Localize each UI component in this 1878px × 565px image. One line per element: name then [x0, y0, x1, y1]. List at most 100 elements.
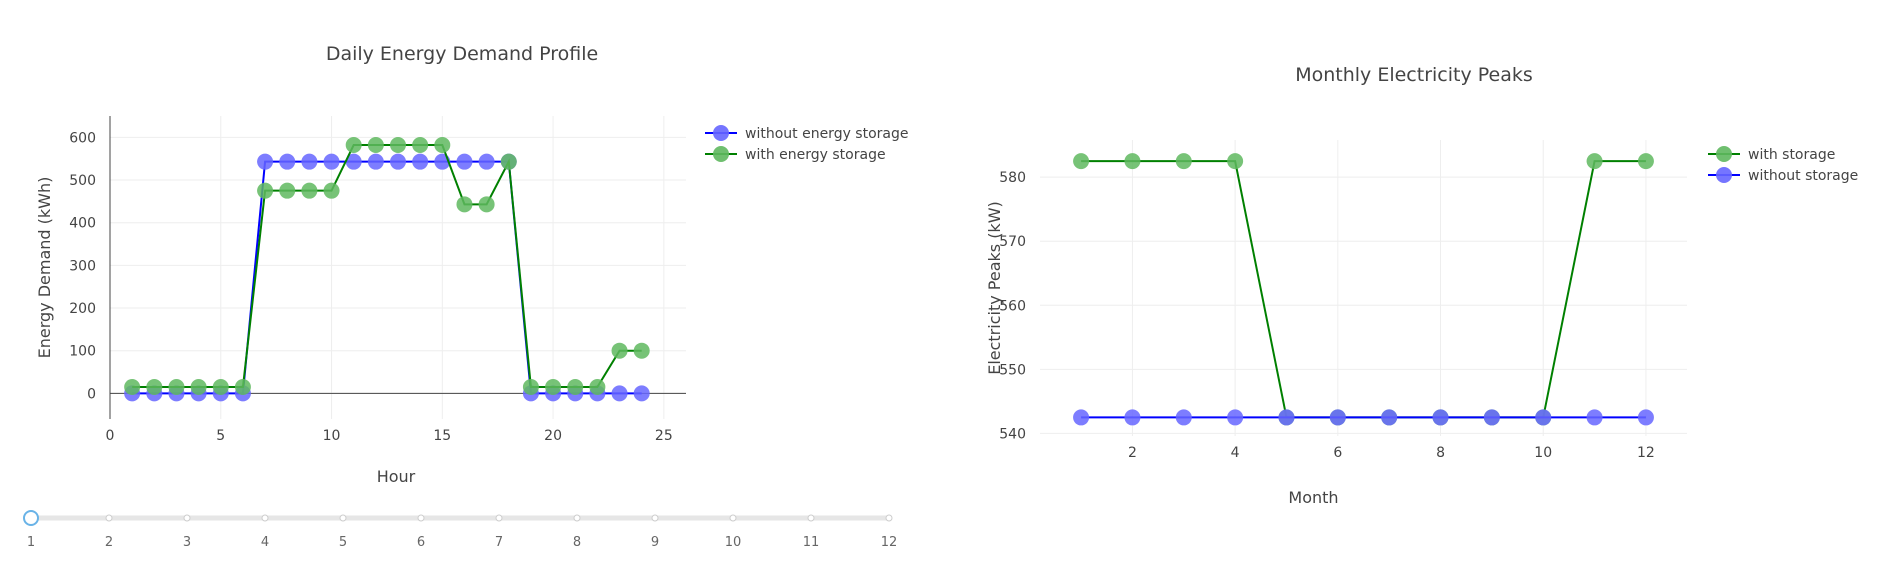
- data-point[interactable]: [1124, 409, 1141, 426]
- x-axis-title: Month: [1288, 488, 1338, 507]
- data-point[interactable]: [545, 378, 562, 395]
- data-point[interactable]: [301, 182, 318, 199]
- slider-step-label[interactable]: 10: [725, 535, 742, 550]
- data-point[interactable]: [301, 153, 318, 170]
- legend-label: without storage: [1748, 168, 1858, 184]
- data-point[interactable]: [234, 378, 251, 395]
- data-point[interactable]: [1278, 409, 1295, 426]
- data-point[interactable]: [1227, 153, 1244, 170]
- data-point[interactable]: [168, 378, 185, 395]
- data-point[interactable]: [412, 153, 429, 170]
- series-without-energy-storage: [124, 153, 650, 402]
- data-point[interactable]: [478, 196, 495, 213]
- data-point[interactable]: [1175, 409, 1192, 426]
- y-axis-title: Electricity Peaks (kW): [985, 201, 1004, 375]
- data-point[interactable]: [345, 153, 362, 170]
- data-point[interactable]: [367, 137, 384, 154]
- slider-step-label[interactable]: 8: [573, 535, 581, 550]
- data-point[interactable]: [279, 153, 296, 170]
- data-point[interactable]: [500, 153, 517, 170]
- data-point[interactable]: [1432, 409, 1449, 426]
- slider-step-label[interactable]: 4: [261, 535, 269, 550]
- data-point[interactable]: [1483, 409, 1500, 426]
- data-point[interactable]: [478, 153, 495, 170]
- data-point[interactable]: [345, 137, 362, 154]
- slider-step[interactable]: [807, 514, 815, 522]
- data-point[interactable]: [257, 153, 274, 170]
- legend-item[interactable]: without storage: [1708, 167, 1858, 184]
- slider-step-label[interactable]: 5: [339, 535, 347, 550]
- slider-step-label[interactable]: 11: [803, 535, 820, 550]
- data-point[interactable]: [1381, 409, 1398, 426]
- slider-step[interactable]: [339, 514, 347, 522]
- data-point[interactable]: [456, 153, 473, 170]
- legend-marker: [1716, 146, 1732, 162]
- legend-item[interactable]: with storage: [1708, 146, 1835, 163]
- legend-marker: [1716, 167, 1732, 183]
- data-point[interactable]: [390, 137, 406, 154]
- daily-energy-demand-chart: 0 5 10 15 20 25 0 100 200 300 400 500 600 Daily Energ…: [35, 43, 909, 486]
- data-point[interactable]: [367, 153, 384, 170]
- data-point[interactable]: [1586, 153, 1603, 170]
- data-point[interactable]: [257, 182, 274, 199]
- slider-step-label[interactable]: 12: [881, 535, 898, 550]
- data-point[interactable]: [279, 182, 296, 199]
- x-tick-label: 4: [1231, 445, 1240, 461]
- data-point[interactable]: [146, 378, 163, 395]
- data-point[interactable]: [611, 342, 628, 359]
- slider-step[interactable]: [105, 514, 113, 522]
- slider-step[interactable]: [261, 514, 269, 522]
- data-point[interactable]: [1637, 409, 1654, 426]
- data-point[interactable]: [522, 378, 539, 395]
- data-point[interactable]: [633, 342, 650, 359]
- data-point[interactable]: [434, 137, 451, 154]
- slider-step-label[interactable]: 1: [27, 535, 35, 550]
- data-point[interactable]: [567, 378, 584, 395]
- data-point[interactable]: [390, 153, 406, 170]
- slider-step-label[interactable]: 2: [105, 535, 113, 550]
- data-point[interactable]: [1637, 153, 1654, 170]
- slider-step[interactable]: [651, 514, 659, 522]
- data-point[interactable]: [124, 378, 141, 395]
- data-point[interactable]: [412, 137, 429, 154]
- data-point[interactable]: [1227, 409, 1244, 426]
- slider-step-label[interactable]: 6: [417, 535, 425, 550]
- slider-step[interactable]: [417, 514, 425, 522]
- data-point[interactable]: [323, 182, 340, 199]
- data-point[interactable]: [212, 378, 229, 395]
- x-tick-label: 6: [1333, 445, 1342, 461]
- chart-title: Daily Energy Demand Profile: [326, 43, 598, 65]
- series-line: [1081, 160, 1646, 419]
- slider-handle[interactable]: [23, 510, 39, 526]
- legend-item[interactable]: without energy storage: [705, 125, 909, 142]
- data-point[interactable]: [456, 196, 473, 213]
- data-point[interactable]: [190, 378, 207, 395]
- slider-step[interactable]: [495, 514, 503, 522]
- x-tick-label: 2: [1128, 445, 1137, 461]
- slider-step-label[interactable]: 3: [183, 535, 191, 550]
- y-tick-label: 500: [69, 173, 96, 189]
- y-tick-label: 300: [69, 258, 96, 274]
- x-tick-label: 8: [1436, 445, 1445, 461]
- slider-step-label[interactable]: 7: [495, 535, 503, 550]
- data-point[interactable]: [633, 385, 650, 402]
- data-point[interactable]: [1073, 409, 1090, 426]
- data-point[interactable]: [1175, 153, 1192, 170]
- y-tick-label: 0: [87, 386, 96, 402]
- slider-step-label[interactable]: 9: [651, 535, 659, 550]
- data-point[interactable]: [611, 385, 628, 402]
- data-point[interactable]: [323, 153, 340, 170]
- slider-step[interactable]: [885, 514, 893, 522]
- data-point[interactable]: [1124, 153, 1141, 170]
- data-point[interactable]: [589, 378, 606, 395]
- slider-step[interactable]: [183, 514, 191, 522]
- month-slider[interactable]: 1 2 3 4 5 6 7 8 9 10 11 12: [23, 510, 898, 550]
- slider-step[interactable]: [729, 514, 737, 522]
- data-point[interactable]: [1073, 153, 1090, 170]
- legend-item[interactable]: with energy storage: [705, 146, 886, 163]
- data-point[interactable]: [1535, 409, 1552, 426]
- data-point[interactable]: [1329, 409, 1346, 426]
- data-point[interactable]: [1586, 409, 1603, 426]
- legend-marker: [713, 125, 729, 141]
- slider-step[interactable]: [573, 514, 581, 522]
